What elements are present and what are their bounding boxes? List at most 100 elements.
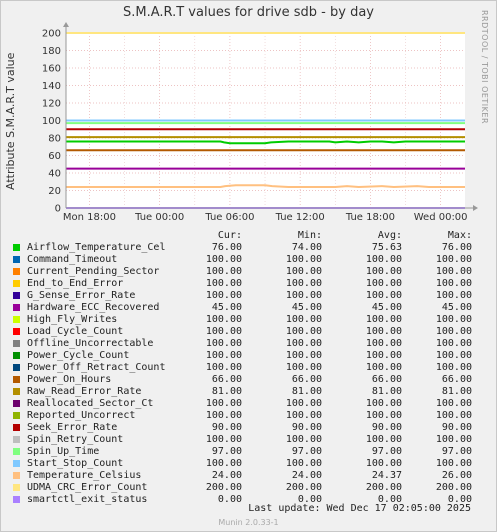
legend-value-avg: 100.00 xyxy=(365,338,402,349)
legend-value-max: 100.00 xyxy=(435,326,472,337)
legend-value-max: 66.00 xyxy=(441,374,472,385)
legend-series-name: smartctl_exit_status xyxy=(27,494,148,505)
legend-value-min: 90.00 xyxy=(291,422,322,433)
legend-value-cur: 100.00 xyxy=(205,314,242,325)
legend-value-max: 97.00 xyxy=(441,446,472,457)
legend-swatch xyxy=(13,472,20,479)
legend-series-name: Reported_Uncorrect xyxy=(27,410,136,421)
legend-series-name: High_Fly_Writes xyxy=(27,314,118,325)
x-axis-arrow xyxy=(473,205,478,211)
legend-value-avg: 100.00 xyxy=(365,314,402,325)
legend-value-avg: 100.00 xyxy=(365,398,402,409)
legend-value-cur: 100.00 xyxy=(205,326,242,337)
legend-value-max: 26.00 xyxy=(441,470,472,481)
rrdtool-watermark: RRDTOOL / TOBI OETIKER xyxy=(480,10,489,125)
legend-swatch xyxy=(13,448,20,455)
legend-swatch xyxy=(13,304,20,311)
legend-value-cur: 100.00 xyxy=(205,458,242,469)
legend-swatch xyxy=(13,460,20,467)
legend-value-cur: 100.00 xyxy=(205,278,242,289)
y-tick-label: 120 xyxy=(42,99,61,110)
legend-series-name: Load_Cycle_Count xyxy=(27,326,124,337)
legend-series-name: Power_Off_Retract_Count xyxy=(27,362,166,373)
legend-value-cur: 100.00 xyxy=(205,350,242,361)
legend-value-min: 66.00 xyxy=(291,374,322,385)
x-tick-label: Mon 18:00 xyxy=(63,212,116,223)
legend-value-min: 100.00 xyxy=(285,326,322,337)
legend-series-name: Temperature_Celsius xyxy=(27,470,142,481)
legend-value-max: 100.00 xyxy=(435,278,472,289)
legend-value-cur: 0.00 xyxy=(217,494,242,505)
legend-swatch xyxy=(13,328,20,335)
legend-value-cur: 100.00 xyxy=(205,266,242,277)
legend-swatch xyxy=(13,400,20,407)
legend-swatch xyxy=(13,376,20,383)
legend-value-max: 100.00 xyxy=(435,458,472,469)
legend-swatch xyxy=(13,280,20,287)
legend-value-min: 100.00 xyxy=(285,434,322,445)
legend-value-max: 100.00 xyxy=(435,434,472,445)
legend-series-name: Start_Stop_Count xyxy=(27,458,124,469)
legend-value-max: 100.00 xyxy=(435,350,472,361)
legend-value-max: 0.00 xyxy=(447,494,472,505)
y-tick-label: 180 xyxy=(42,46,61,57)
legend-value-cur: 76.00 xyxy=(211,242,242,253)
legend-series-name: Spin_Retry_Count xyxy=(27,434,124,445)
legend-value-min: 100.00 xyxy=(285,338,322,349)
y-tick-label: 100 xyxy=(42,116,61,127)
legend-value-avg: 100.00 xyxy=(365,410,402,421)
legend-value-avg: 200.00 xyxy=(365,482,402,493)
legend-series-name: Power_Cycle_Count xyxy=(27,350,130,361)
legend-value-cur: 100.00 xyxy=(205,338,242,349)
y-tick-label: 200 xyxy=(42,29,61,40)
legend-value-min: 97.00 xyxy=(291,446,322,457)
legend-value-max: 100.00 xyxy=(435,254,472,265)
legend-value-min: 100.00 xyxy=(285,314,322,325)
legend-value-cur: 100.00 xyxy=(205,398,242,409)
legend-swatch xyxy=(13,244,20,251)
legend-swatch xyxy=(13,364,20,371)
chart-title: S.M.A.R.T values for drive sdb - by day xyxy=(123,5,374,20)
legend-swatch xyxy=(13,496,20,503)
legend-value-avg: 100.00 xyxy=(365,278,402,289)
legend-header-max: Max: xyxy=(447,230,472,241)
legend-series-name: Spin_Up_Time xyxy=(27,446,100,457)
legend-value-avg: 45.00 xyxy=(371,302,402,313)
legend-series-name: Current_Pending_Sector xyxy=(27,266,160,277)
x-tick-label: Tue 06:00 xyxy=(204,212,254,223)
legend-swatch xyxy=(13,436,20,443)
x-tick-label: Tue 18:00 xyxy=(345,212,395,223)
legend-value-avg: 100.00 xyxy=(365,458,402,469)
line-chart: 0 20 40 60 80 100 120 140 160 180 200 Mon 18:00 Tue … xyxy=(42,22,478,223)
legend-series-name: UDMA_CRC_Error_Count xyxy=(27,482,148,493)
legend-swatch xyxy=(13,256,20,263)
legend-value-cur: 200.00 xyxy=(205,482,242,493)
legend-swatch xyxy=(13,484,20,491)
legend-value-cur: 24.00 xyxy=(211,470,242,481)
legend-value-max: 81.00 xyxy=(441,386,472,397)
legend-series-name: Raw_Read_Error_Rate xyxy=(27,386,142,397)
x-tick-label: Tue 00:00 xyxy=(134,212,184,223)
legend-value-min: 100.00 xyxy=(285,362,322,373)
y-axis-arrow xyxy=(63,22,69,27)
legend-value-min: 81.00 xyxy=(291,386,322,397)
legend-swatch xyxy=(13,424,20,431)
legend-value-max: 100.00 xyxy=(435,362,472,373)
legend-value-max: 76.00 xyxy=(441,242,472,253)
last-update: Last update: Wed Dec 17 02:05:00 2025 xyxy=(248,503,471,514)
legend-series-name: G_Sense_Error_Rate xyxy=(27,290,136,301)
legend-value-min: 0.00 xyxy=(297,494,322,505)
legend-value-max: 100.00 xyxy=(435,314,472,325)
y-tick-label: 160 xyxy=(42,64,61,75)
legend-value-cur: 100.00 xyxy=(205,254,242,265)
legend-value-cur: 45.00 xyxy=(211,302,242,313)
series-line-temperature-celsius xyxy=(66,184,465,189)
legend-value-avg: 100.00 xyxy=(365,350,402,361)
y-tick-label: 80 xyxy=(48,134,61,145)
legend-value-min: 100.00 xyxy=(285,410,322,421)
legend-value-cur: 81.00 xyxy=(211,386,242,397)
legend-value-avg: 100.00 xyxy=(365,362,402,373)
legend-value-avg: 100.00 xyxy=(365,326,402,337)
legend-value-max: 100.00 xyxy=(435,266,472,277)
legend-swatch xyxy=(13,412,20,419)
